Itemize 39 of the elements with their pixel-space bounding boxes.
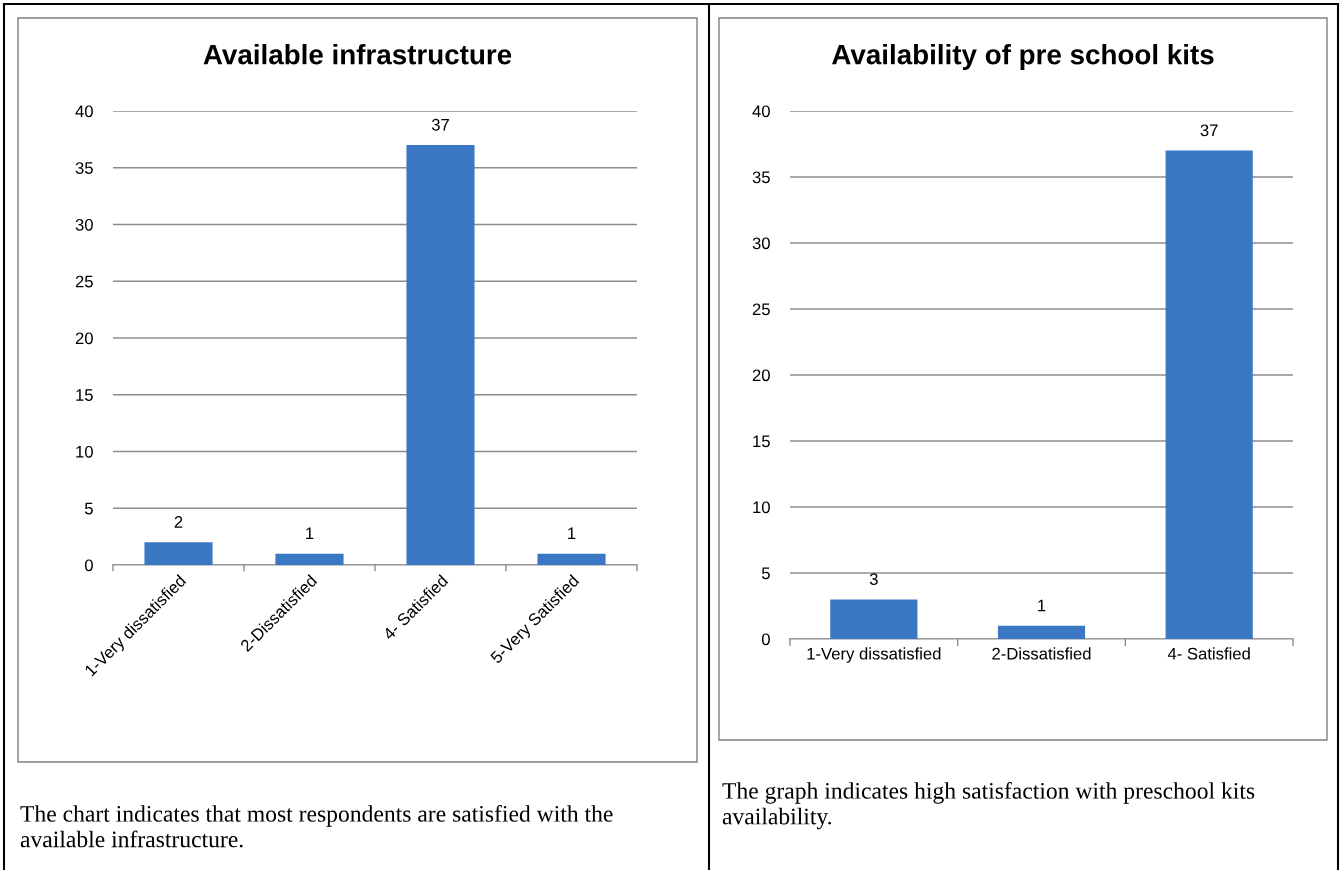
bar [275, 553, 344, 565]
data-label: 37 [431, 118, 449, 131]
y-tick-label: 20 [75, 332, 93, 345]
y-tick-label: 35 [75, 162, 93, 174]
x-tick-label: 2-Dissatisfied [992, 647, 1091, 660]
chart-title: Available infrastructure [203, 44, 512, 65]
y-tick-label: 40 [75, 105, 93, 118]
y-tick-label: 30 [752, 237, 770, 250]
y-tick-label: 15 [753, 435, 770, 448]
chart-title: Availability of pre school kits [832, 44, 1214, 70]
data-label: 37 [1200, 124, 1218, 137]
y-tick-label: 0 [84, 559, 93, 572]
data-label: 3 [869, 573, 878, 585]
data-label: 2 [174, 516, 183, 528]
x-tick-label: 4- Satisfied [1167, 647, 1250, 660]
bar [830, 599, 918, 639]
y-tick-label: 15 [76, 389, 93, 401]
data-label: 1 [306, 527, 314, 540]
data-label: 1 [1038, 599, 1046, 612]
text: The graph indicates high satisfaction with preschool kits availability. [722, 782, 1255, 830]
y-tick-label: 5 [761, 567, 770, 580]
y-tick-label: 25 [752, 303, 770, 316]
y-tick-label: 10 [753, 501, 770, 514]
y-tick-label: 40 [752, 105, 770, 118]
y-tick-label: 0 [761, 633, 770, 646]
data-label: 1 [568, 527, 576, 540]
bar [997, 625, 1086, 639]
bar [144, 542, 213, 565]
bar [406, 145, 475, 565]
y-tick-label: 35 [752, 171, 770, 184]
x-tick-label: 1-Very dissatisfied [807, 647, 941, 663]
bar [1165, 150, 1253, 639]
y-tick-label: 20 [752, 369, 770, 382]
y-tick-label: 10 [76, 445, 93, 458]
y-tick-label: 25 [75, 275, 93, 288]
bar [537, 553, 606, 565]
text: The chart indicates that most respondents are satisfied with the available infrastructure. [20, 805, 613, 848]
y-tick-label: 5 [84, 502, 93, 515]
y-tick-label: 30 [75, 218, 93, 231]
